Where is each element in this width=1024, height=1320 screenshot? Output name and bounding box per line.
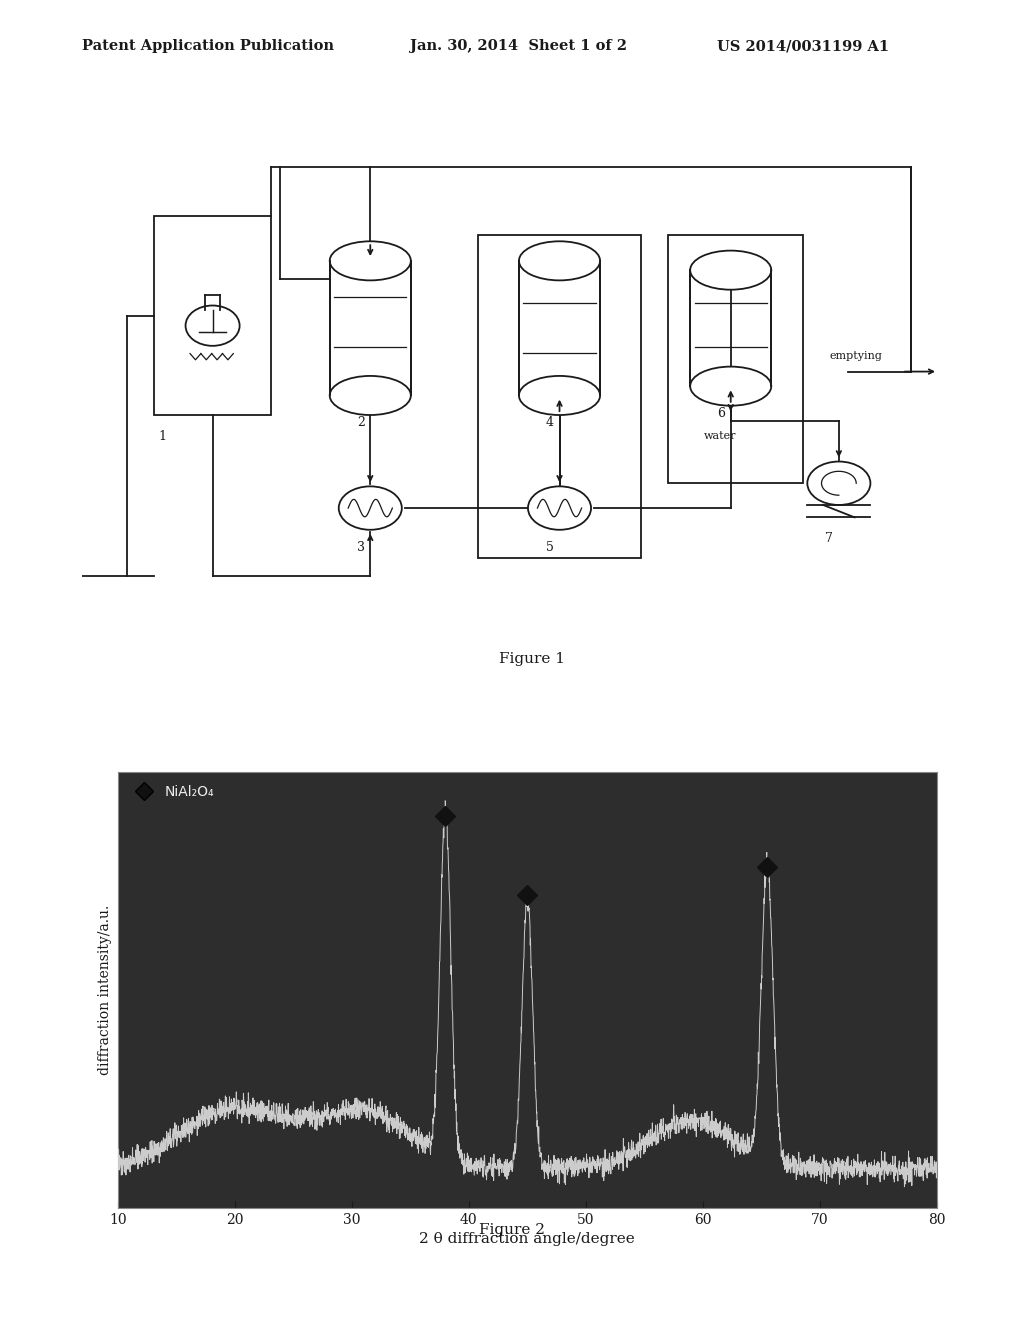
Bar [478,235,641,557]
Ellipse shape [690,367,771,405]
Text: 5: 5 [546,541,554,554]
Ellipse shape [519,242,600,280]
Text: Figure 2: Figure 2 [479,1224,545,1237]
Text: 3: 3 [356,541,365,554]
Text: Patent Application Publication: Patent Application Publication [82,40,334,53]
Ellipse shape [185,305,240,346]
Text: 6: 6 [717,407,725,420]
X-axis label: 2 θ diffraction angle/degree: 2 θ diffraction angle/degree [420,1232,635,1246]
Text: water: water [703,430,736,441]
Y-axis label: diffraction intensity/a.u.: diffraction intensity/a.u. [98,906,113,1074]
Ellipse shape [330,242,411,280]
Text: emptying: emptying [829,351,883,362]
Circle shape [807,462,870,506]
Ellipse shape [690,251,771,289]
Bar [330,261,411,396]
Ellipse shape [519,376,600,414]
Ellipse shape [330,376,411,414]
Circle shape [528,486,591,529]
Bar [690,271,771,387]
Bar [668,235,803,483]
Text: 2: 2 [356,417,365,429]
Text: US 2014/0031199 A1: US 2014/0031199 A1 [717,40,889,53]
Legend: NiAl₂O₄: NiAl₂O₄ [125,779,220,804]
Bar [519,261,600,396]
Circle shape [339,486,401,529]
Text: 1: 1 [159,430,167,442]
Text: Figure 1: Figure 1 [500,652,565,667]
Text: Jan. 30, 2014  Sheet 1 of 2: Jan. 30, 2014 Sheet 1 of 2 [410,40,627,53]
Text: 4: 4 [546,417,554,429]
Text: 7: 7 [825,532,834,545]
Bar [154,216,271,414]
